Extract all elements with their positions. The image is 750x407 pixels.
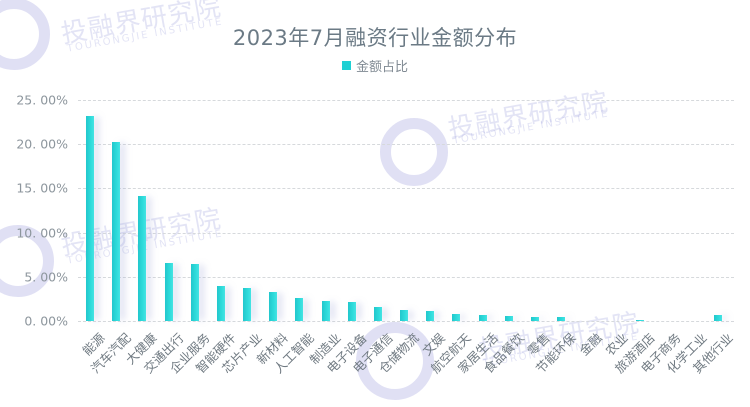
- bar[interactable]: [530, 316, 539, 321]
- bar[interactable]: [347, 301, 356, 321]
- bar[interactable]: [86, 115, 94, 321]
- gridline: [78, 232, 734, 234]
- bar[interactable]: [190, 264, 199, 321]
- bar[interactable]: [295, 298, 304, 321]
- watermark-text: 投融界研究院: [446, 87, 611, 145]
- bar[interactable]: [164, 262, 173, 321]
- bar[interactable]: [400, 310, 409, 321]
- gridline: [78, 188, 734, 190]
- legend[interactable]: 金额占比: [0, 56, 750, 75]
- y-tick-label: 10. 00%: [16, 225, 68, 241]
- y-tick-label: 20. 00%: [16, 136, 68, 152]
- bar[interactable]: [321, 300, 330, 321]
- bar[interactable]: [216, 285, 225, 321]
- legend-swatch-icon: [341, 61, 351, 70]
- gridline: [78, 144, 734, 146]
- y-tick-label: 5. 00%: [24, 269, 68, 285]
- bar[interactable]: [635, 320, 644, 321]
- gridline: [78, 321, 734, 322]
- bar[interactable]: [478, 314, 487, 321]
- legend-label: 金额占比: [355, 60, 408, 75]
- bar[interactable]: [452, 314, 461, 321]
- watermark-logo-icon: [380, 118, 448, 186]
- y-tick-label: 15. 00%: [16, 180, 68, 196]
- bar[interactable]: [269, 291, 278, 321]
- bar[interactable]: [557, 317, 566, 321]
- y-tick-label: 25. 00%: [16, 92, 68, 108]
- y-tick-label: 0. 00%: [24, 313, 68, 329]
- chart-title: 2023年7月融资行业金额分布: [232, 26, 518, 50]
- gridline: [78, 276, 734, 278]
- bar[interactable]: [373, 306, 382, 321]
- gridline: [78, 100, 734, 101]
- bar[interactable]: [243, 288, 252, 321]
- bar[interactable]: [504, 315, 513, 321]
- bar[interactable]: [426, 311, 435, 321]
- watermark-subtext: TOURONGJIE INSTITUTE: [452, 108, 611, 147]
- bar[interactable]: [138, 196, 147, 321]
- bar[interactable]: [112, 142, 121, 321]
- bar[interactable]: [714, 314, 723, 321]
